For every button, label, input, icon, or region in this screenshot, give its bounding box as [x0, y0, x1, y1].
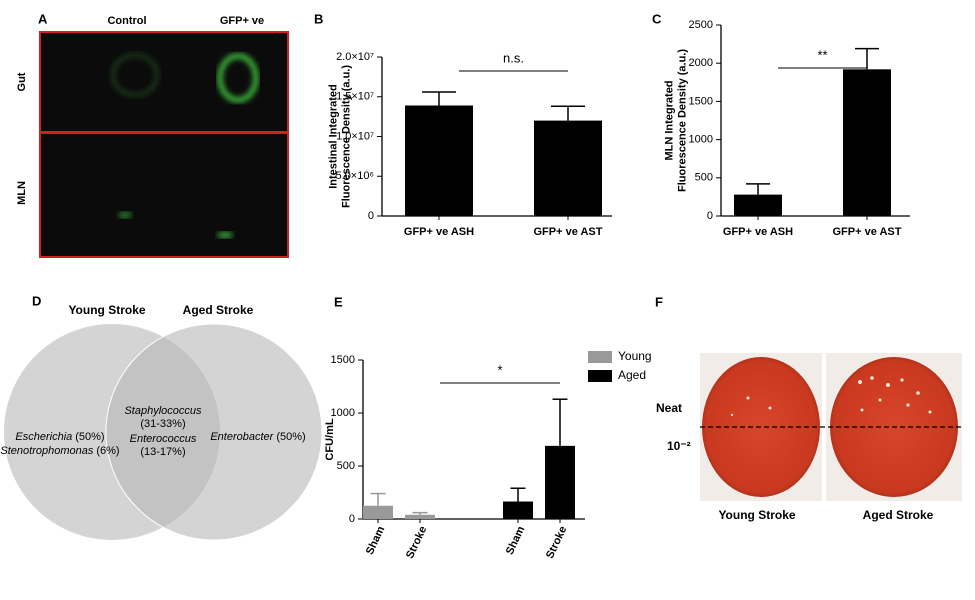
mln-glow — [118, 212, 132, 218]
plate-label: Aged Stroke — [863, 508, 934, 522]
panel-d: D Young Stroke Aged Stroke Escherichia (5… — [0, 293, 323, 541]
error-bar — [855, 47, 879, 70]
set-title: Young Stroke — [68, 303, 145, 317]
significance-label: ** — [817, 47, 827, 62]
x-tick-label: GFP+ ve AST — [833, 226, 902, 238]
taxon: Enterococcus — [130, 433, 197, 445]
plate-label: Young Stroke — [718, 508, 795, 522]
bar — [503, 501, 533, 519]
gut-image — [39, 31, 289, 133]
taxon-line: Escherichia (50%) — [15, 431, 104, 443]
y-tick-label: 1500 — [689, 95, 713, 107]
y-tick-label: 0 — [349, 513, 355, 525]
bar — [363, 505, 393, 519]
y-axis-label: CFU/mL — [324, 418, 336, 460]
panel-letter: C — [652, 11, 662, 26]
panel-letter: B — [314, 11, 323, 26]
percentage: (13-17%) — [140, 446, 185, 458]
x-tick-label: GFP+ ve AST — [534, 226, 603, 238]
legend-swatch — [588, 351, 612, 363]
legend-label: Young — [618, 349, 652, 363]
y-tick-label: 500 — [695, 172, 713, 184]
x-tick-label: Stroke — [544, 524, 569, 560]
row-label: MLN — [16, 181, 28, 205]
percentage: (31-33%) — [140, 418, 185, 430]
taxon: Staphylococcus — [124, 405, 202, 417]
y-tick-label: 1.5×10⁷ — [336, 91, 374, 103]
y-tick-label: 1000 — [689, 134, 713, 146]
panel-a: A Control GFP+ ve Gut MLN — [16, 11, 289, 258]
error-bar — [552, 398, 568, 446]
percentage: (50%) — [75, 431, 104, 443]
legend-label: Aged — [618, 368, 646, 382]
error-bar — [370, 492, 386, 506]
taxon: Enterobacter — [210, 431, 274, 443]
panel-letter: D — [32, 293, 41, 308]
bar — [843, 69, 891, 216]
percentage: (6%) — [96, 445, 119, 457]
y-tick-label: 1500 — [331, 354, 355, 366]
panel-f: F Neat 10⁻² Young Stroke Aged Stroke — [655, 294, 962, 522]
bar — [405, 514, 435, 519]
column-label: Control — [107, 15, 146, 27]
set-title: Aged Stroke — [183, 303, 254, 317]
significance-label: n.s. — [503, 50, 524, 65]
y-tick-label: 0 — [707, 210, 713, 222]
error-bar — [412, 511, 428, 515]
taxon-line: Enterobacter (50%) — [210, 431, 305, 443]
colonies — [730, 376, 932, 417]
mln-glow — [217, 232, 233, 238]
x-tick-label: Sham — [364, 524, 388, 556]
taxon: Stenotrophomonas — [0, 445, 93, 457]
bar — [534, 120, 602, 216]
panel-letter: F — [655, 294, 663, 309]
y-tick-label: 2500 — [689, 19, 713, 31]
y-axis-label: Intestinal Integrated — [327, 84, 339, 189]
y-axis-label: Fluorescence Density (a.u.) — [676, 49, 688, 192]
bar — [734, 194, 782, 216]
y-tick-label: 500 — [337, 460, 355, 472]
y-tick-label: 5.0×10⁶ — [336, 170, 374, 182]
y-tick-label: 2000 — [689, 57, 713, 69]
percentage: (50%) — [276, 431, 305, 443]
y-tick-label: 1.0×10⁷ — [336, 130, 374, 142]
taxon-line: Stenotrophomonas (6%) — [0, 445, 119, 457]
y-axis-label: MLN Integrated — [663, 80, 675, 160]
taxon: Escherichia — [15, 431, 72, 443]
error-bar — [422, 91, 456, 106]
gut-glow — [217, 53, 259, 103]
bar — [545, 445, 575, 519]
column-label: GFP+ ve — [220, 15, 264, 27]
x-tick-label: GFP+ ve ASH — [404, 226, 474, 238]
panel-letter: E — [334, 294, 343, 309]
error-bar — [551, 105, 585, 121]
mln-image — [39, 132, 289, 258]
x-tick-label: Stroke — [404, 524, 429, 560]
venn-circle — [105, 323, 323, 541]
significance-label: * — [497, 362, 502, 377]
error-bar — [510, 487, 526, 502]
y-tick-label: 0 — [368, 210, 374, 222]
gut-glow — [111, 53, 159, 97]
legend-swatch — [588, 370, 612, 382]
x-tick-label: Sham — [504, 524, 528, 556]
y-tick-label: 1000 — [331, 407, 355, 419]
row-label: Gut — [16, 72, 28, 91]
y-axis-label: Fluorescence Density (a.u.) — [340, 65, 352, 208]
panel-letter: A — [38, 11, 48, 26]
bar — [405, 105, 473, 216]
dilution-label: 10⁻² — [667, 439, 691, 453]
y-tick-label: 2.0×10⁷ — [336, 51, 374, 63]
x-tick-label: GFP+ ve ASH — [723, 226, 793, 238]
error-bar — [746, 183, 770, 195]
neat-label: Neat — [656, 401, 682, 415]
